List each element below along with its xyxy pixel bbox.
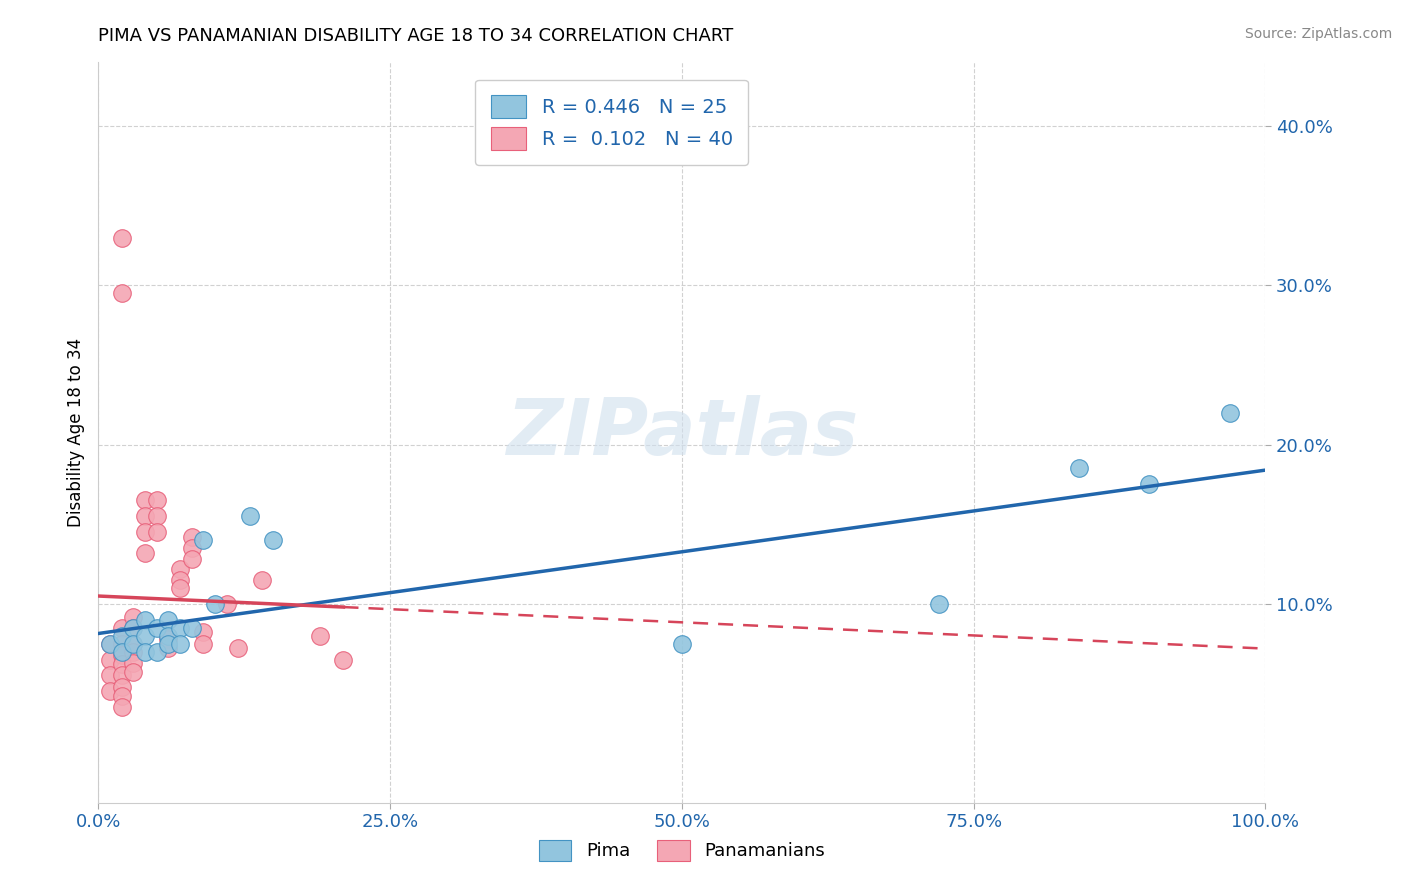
Legend: Pima, Panamanians: Pima, Panamanians: [531, 832, 832, 868]
Point: [169, 581, 191, 595]
Point: [122, 621, 145, 635]
Point: [157, 629, 180, 643]
Point: [204, 597, 226, 611]
Point: [122, 609, 145, 624]
Point: [111, 230, 134, 244]
Point: [180, 530, 202, 544]
Y-axis label: Disability Age 18 to 34: Disability Age 18 to 34: [66, 338, 84, 527]
Point: [193, 625, 215, 640]
Point: [122, 656, 145, 670]
Point: [134, 644, 156, 658]
Point: [146, 644, 169, 658]
Point: [134, 509, 156, 524]
Point: [122, 644, 145, 658]
Point: [169, 621, 191, 635]
Point: [111, 637, 134, 651]
Point: [146, 509, 169, 524]
Point: [157, 641, 180, 656]
Point: [122, 637, 145, 651]
Point: [146, 525, 169, 540]
Point: [250, 573, 273, 587]
Text: PIMA VS PANAMANIAN DISABILITY AGE 18 TO 34 CORRELATION CHART: PIMA VS PANAMANIAN DISABILITY AGE 18 TO …: [98, 27, 734, 45]
Point: [98, 637, 121, 651]
Point: [671, 637, 693, 651]
Point: [111, 644, 134, 658]
Point: [1219, 406, 1241, 420]
Point: [309, 629, 332, 643]
Point: [134, 493, 156, 508]
Point: [146, 621, 169, 635]
Point: [193, 533, 215, 547]
Point: [134, 546, 156, 560]
Point: [98, 652, 121, 666]
Point: [98, 637, 121, 651]
Point: [111, 657, 134, 672]
Text: ZIPatlas: ZIPatlas: [506, 394, 858, 471]
Point: [134, 613, 156, 627]
Point: [169, 637, 191, 651]
Point: [157, 632, 180, 646]
Point: [332, 652, 354, 666]
Point: [262, 533, 284, 547]
Point: [180, 621, 202, 635]
Point: [157, 637, 180, 651]
Point: [98, 684, 121, 698]
Point: [111, 629, 134, 643]
Point: [122, 665, 145, 680]
Point: [111, 286, 134, 301]
Point: [122, 621, 145, 635]
Point: [157, 613, 180, 627]
Point: [111, 689, 134, 703]
Point: [169, 573, 191, 587]
Point: [1137, 477, 1160, 491]
Point: [180, 541, 202, 555]
Point: [146, 493, 169, 508]
Point: [228, 641, 250, 656]
Point: [111, 668, 134, 682]
Point: [928, 597, 950, 611]
Point: [134, 525, 156, 540]
Text: Source: ZipAtlas.com: Source: ZipAtlas.com: [1244, 27, 1392, 41]
Point: [239, 509, 262, 524]
Point: [193, 637, 215, 651]
Point: [111, 680, 134, 694]
Point: [1067, 461, 1090, 475]
Point: [134, 629, 156, 643]
Point: [111, 700, 134, 714]
Point: [98, 668, 121, 682]
Point: [111, 648, 134, 662]
Point: [122, 637, 145, 651]
Point: [215, 597, 238, 611]
Point: [180, 552, 202, 566]
Point: [169, 562, 191, 576]
Point: [111, 621, 134, 635]
